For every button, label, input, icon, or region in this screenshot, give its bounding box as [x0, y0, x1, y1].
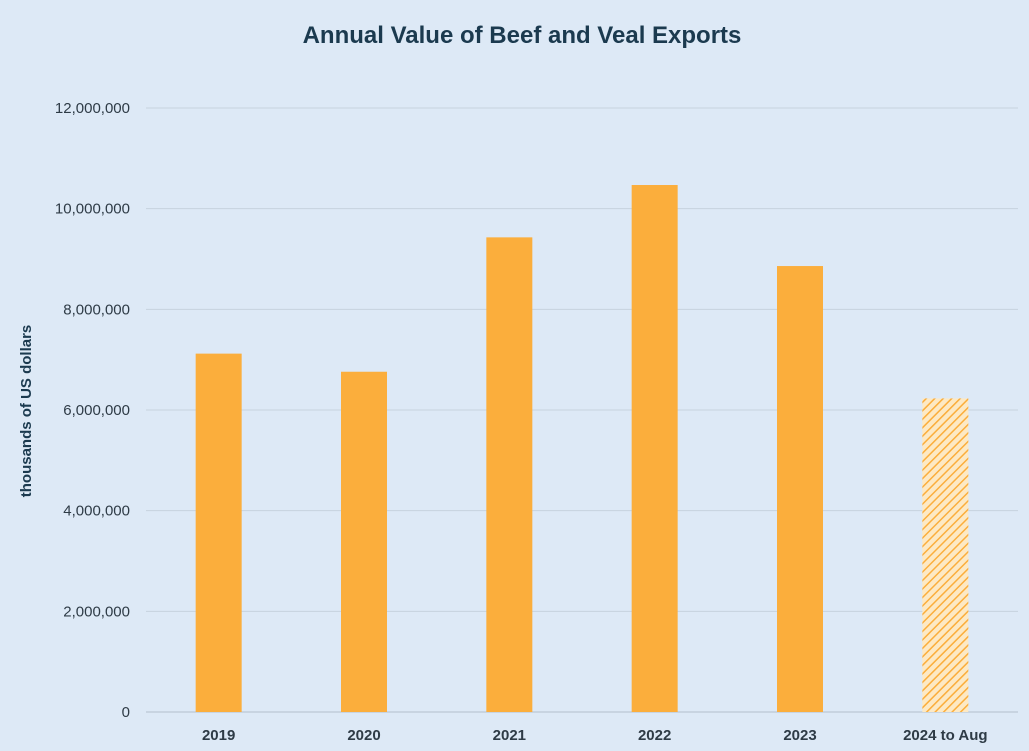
y-tick-label: 6,000,000	[63, 402, 130, 419]
y-tick-label: 4,000,000	[63, 503, 130, 520]
bar-2023	[777, 266, 823, 712]
x-tick-label: 2020	[347, 727, 380, 744]
bar-2020	[341, 371, 387, 712]
bar-2019	[195, 353, 242, 712]
y-axis-tick-labels: 0 2,000,000 4,000,000 6,000,000 8,000,000 10,…	[55, 100, 130, 721]
y-axis-title: thousands of US dollars	[18, 325, 35, 498]
y-tick-label: 10,000,000	[55, 201, 130, 218]
x-tick-label: 2022	[638, 727, 671, 744]
y-tick-label: 12,000,000	[55, 100, 130, 117]
y-tick-label: 2,000,000	[63, 603, 130, 620]
gridlines	[146, 107, 1018, 713]
bars	[195, 185, 969, 712]
x-tick-label: 2023	[783, 727, 816, 744]
y-tick-label: 8,000,000	[63, 301, 130, 318]
bar-2022	[631, 185, 678, 712]
x-tick-label: 2021	[493, 727, 526, 744]
x-tick-label: 2024 to Aug	[903, 727, 987, 744]
bar-2024-to-aug	[922, 398, 969, 712]
y-tick-label: 0	[122, 704, 130, 721]
x-tick-label: 2019	[202, 727, 235, 744]
chart-title: Annual Value of Beef and Veal Exports	[303, 22, 742, 49]
bar-2021	[486, 237, 533, 712]
x-axis-tick-labels: 2019 2020 2021 2022 2023 2024 to Aug	[202, 727, 988, 744]
